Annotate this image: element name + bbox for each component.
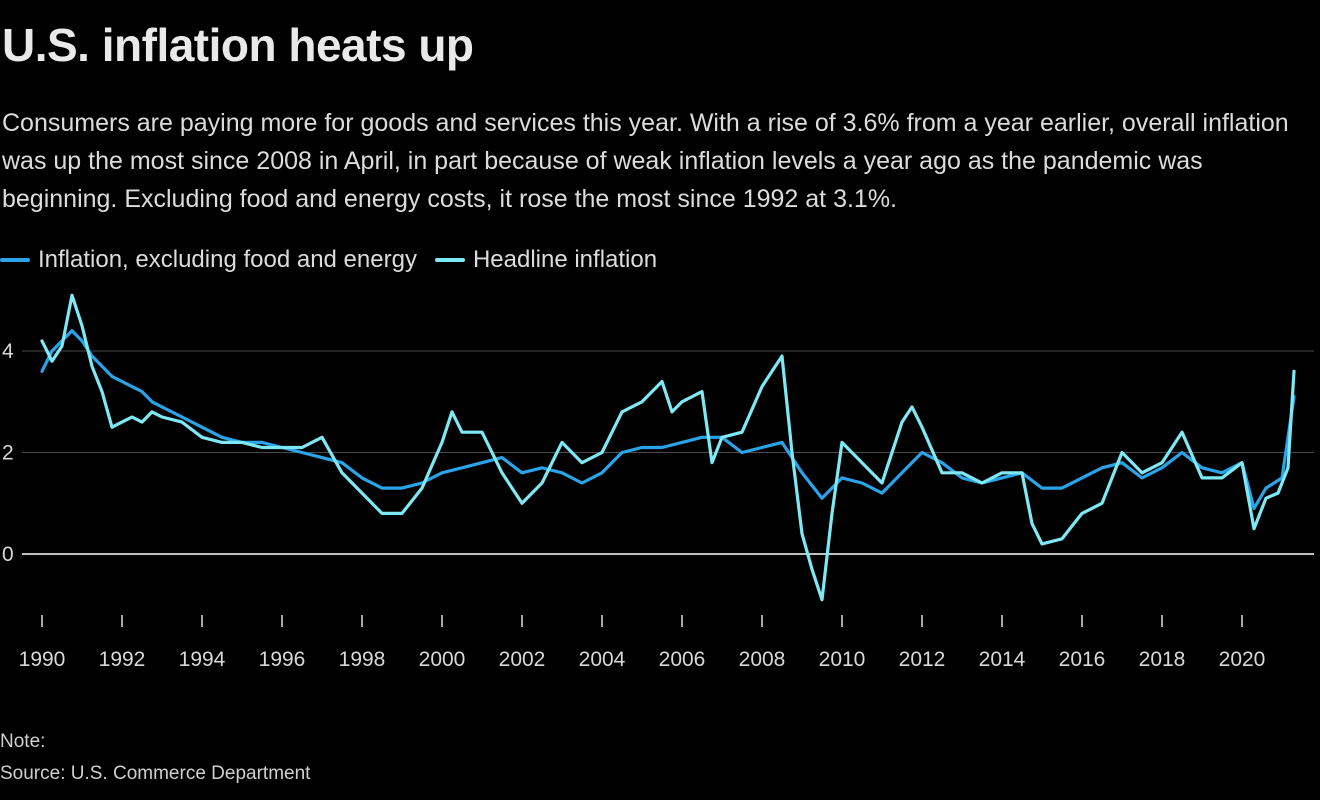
x-tick-label: 2006	[659, 648, 706, 671]
legend-swatch-headline	[434, 258, 465, 262]
chart-subtitle: Consumers are paying more for goods and …	[2, 109, 1289, 213]
series-line-headline	[40, 293, 1296, 602]
x-tick-label: 2014	[979, 648, 1026, 671]
x-tick-label: 1992	[99, 648, 146, 671]
x-tick-label: 2008	[739, 648, 786, 671]
y-tick-label: 2	[2, 442, 14, 465]
legend-label-headline: Headline inflation	[472, 246, 658, 273]
legend: Inflation, excluding food and energy Hea…	[0, 246, 675, 274]
chart-source: Source: U.S. Commerce Department	[0, 763, 311, 784]
grid-layer: 0 2 4	[2, 340, 1314, 566]
x-tick-label: 2002	[499, 648, 546, 671]
series-layer	[40, 293, 1296, 602]
x-tick-label: 2020	[1219, 648, 1266, 671]
y-tick-label: 0	[2, 543, 14, 566]
x-axis: 1990 1992 1994 1996 1998 2000 2002 2004 2006 2008…	[19, 615, 1266, 671]
legend-swatch-core	[0, 258, 30, 262]
legend-item-core: Inflation, excluding food and energy	[0, 246, 417, 274]
x-tick-label: 1990	[19, 648, 66, 671]
x-tick-label: 1996	[259, 648, 306, 671]
x-tick-label: 1994	[179, 648, 226, 671]
x-tick-label: 2018	[1139, 648, 1186, 671]
x-tick-label: 1998	[339, 648, 386, 671]
x-tick-label: 2010	[819, 648, 866, 671]
chart-note: Note:	[0, 731, 46, 752]
x-tick-label: 2016	[1059, 648, 1106, 671]
x-tick-label: 2000	[419, 648, 466, 671]
x-tick-label: 2012	[899, 648, 946, 671]
line-chart: 0 2 4 1990 1992 1994 1996 1998 2000 2002 2004 2006…	[2, 293, 1314, 671]
x-tick-label: 2004	[579, 648, 626, 671]
chart-title: U.S. inflation heats up	[2, 19, 474, 71]
legend-label-core: Inflation, excluding food and energy	[38, 246, 417, 273]
legend-item-headline: Headline inflation	[434, 246, 658, 274]
series-line-core	[40, 329, 1296, 510]
y-tick-label: 4	[2, 340, 14, 363]
